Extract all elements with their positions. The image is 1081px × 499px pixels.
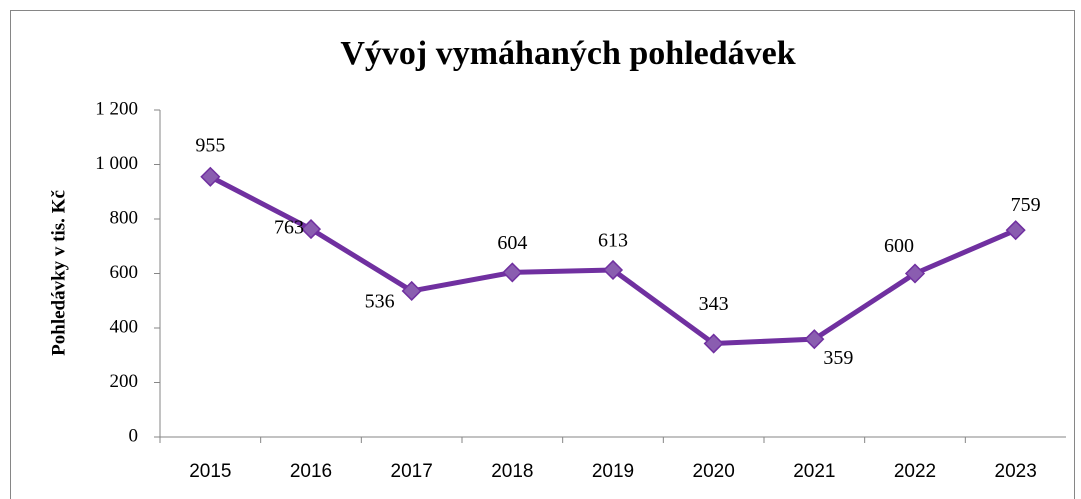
x-tick-label: 2018: [491, 461, 533, 482]
x-tick-label: 2015: [189, 461, 231, 482]
marker: [904, 263, 926, 284]
y-tick-label: 1 200: [95, 98, 138, 119]
x-tick-label: 2016: [290, 461, 332, 482]
y-tick-label: 600: [110, 262, 139, 283]
x-tick-label: 2019: [592, 461, 634, 482]
chart-border: [10, 10, 1075, 499]
y-axis-label: Pohledávky v tis. Kč: [48, 190, 69, 356]
x-tick-label: 2020: [693, 461, 735, 482]
x-tick-label: 2022: [894, 461, 936, 482]
data-label: 604: [497, 232, 527, 254]
marker: [602, 259, 624, 281]
marker: [300, 219, 322, 240]
marker: [1005, 220, 1026, 241]
x-tick-label: 2021: [793, 461, 835, 482]
data-label: 343: [699, 293, 729, 315]
y-tick-label: 1 000: [95, 153, 138, 174]
data-label: 600: [884, 235, 914, 257]
x-tick-label: 2023: [995, 461, 1037, 482]
y-tick-label: 400: [110, 316, 139, 337]
chart-title: Vývoj vymáhaných pohledávek: [340, 35, 795, 72]
data-label: 359: [823, 347, 853, 369]
marker: [401, 280, 422, 302]
data-label: 955: [195, 134, 225, 156]
marker: [804, 329, 825, 350]
data-label: 613: [598, 230, 628, 252]
y-tick-label: 0: [129, 425, 139, 446]
x-tick-label: 2017: [391, 461, 433, 482]
data-label: 759: [1011, 194, 1041, 216]
data-label: 536: [365, 291, 395, 313]
data-label: 763: [274, 217, 304, 239]
marker: [703, 333, 724, 354]
y-tick-label: 200: [110, 371, 139, 392]
y-tick-label: 800: [110, 207, 139, 228]
marker: [502, 262, 523, 283]
marker: [200, 166, 221, 187]
